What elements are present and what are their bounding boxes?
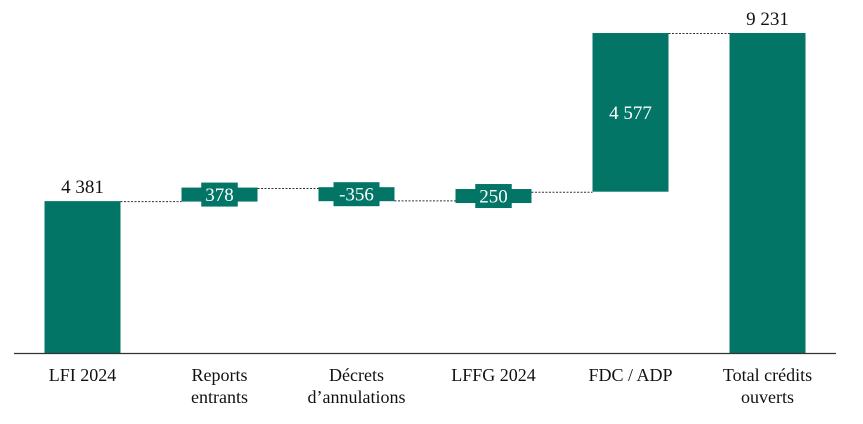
data-label-bg-3: [475, 184, 512, 209]
bar-5: [729, 33, 806, 353]
data-label-1: 378: [205, 185, 234, 206]
category-label-5: Total crédits ouverts: [723, 365, 812, 407]
category-label-2: Décrets d’annulations: [308, 365, 406, 407]
data-label-5: 9 231: [746, 9, 789, 30]
bar-4: [592, 33, 669, 192]
bar-0: [44, 201, 121, 353]
category-label-4: FDC / ADP: [588, 365, 672, 385]
data-label-4: 4 577: [609, 103, 652, 124]
category-label-3: LFFG 2024: [451, 365, 536, 385]
data-label-0: 4 381: [61, 177, 104, 198]
data-label-2: -356: [339, 185, 374, 206]
category-label-1: Reports entrants: [191, 365, 248, 407]
category-label-0: LFI 2024: [49, 365, 117, 385]
data-label-bg-2: [333, 182, 380, 207]
data-label-3: 250: [479, 187, 508, 208]
data-label-bg-1: [201, 182, 238, 207]
